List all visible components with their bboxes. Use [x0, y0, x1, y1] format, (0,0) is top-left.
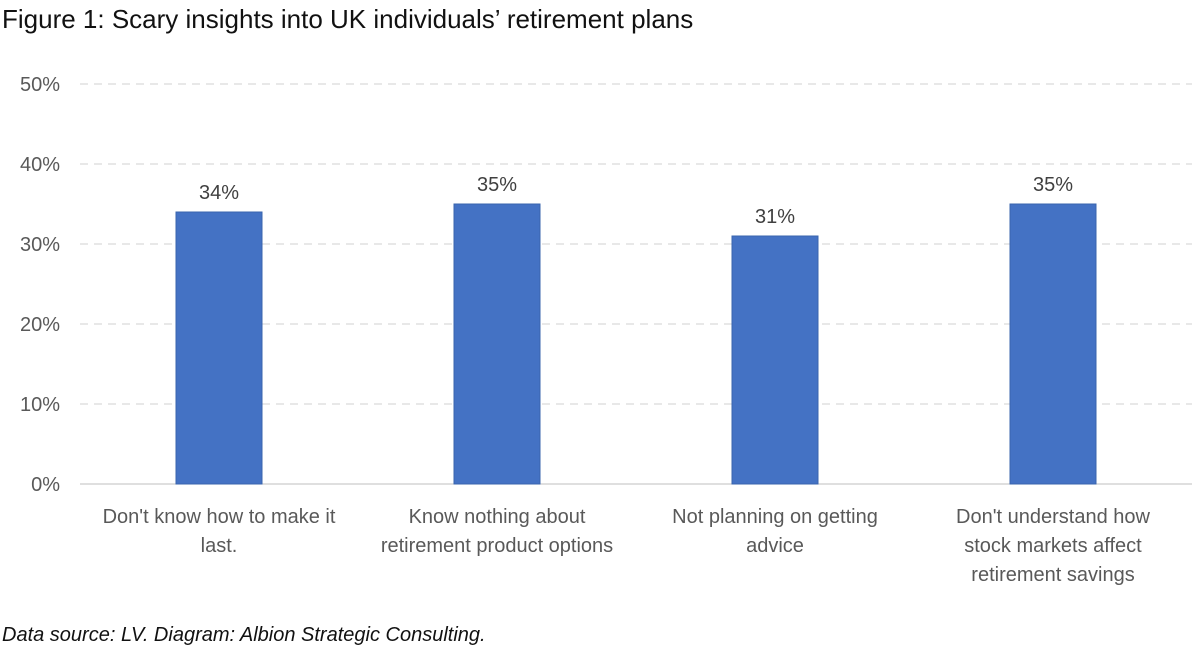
y-tick-label: 40%: [20, 154, 60, 176]
chart-title: Figure 1: Scary insights into UK individ…: [2, 4, 694, 34]
category-label: Not planning on getting advice: [672, 506, 878, 557]
y-axis-tick-labels: 0% 10% 20% 30% 40% 50%: [20, 74, 60, 496]
bars: [175, 203, 1097, 485]
category-label-line: Don't understand how: [956, 506, 1151, 528]
category-labels: Don't know how to make it last. Know nothi…: [103, 506, 1151, 586]
category-label-line: stock markets affect: [964, 535, 1142, 557]
bar: [731, 235, 819, 485]
data-labels: 34% 35% 31% 35%: [199, 174, 1073, 228]
gridlines: [80, 83, 1192, 485]
category-label-line: Know nothing about: [409, 506, 586, 528]
data-source-note: Data source: LV. Diagram: Albion Strateg…: [2, 624, 486, 646]
category-label-line: advice: [746, 535, 804, 557]
category-label: Don't understand how stock markets affect…: [956, 506, 1151, 586]
category-label: Don't know how to make it last.: [103, 506, 336, 557]
category-label-line: retirement savings: [971, 564, 1134, 586]
data-label: 35%: [1033, 174, 1073, 196]
category-label-line: Don't know how to make it: [103, 506, 336, 528]
y-tick-label: 20%: [20, 314, 60, 336]
category-label-line: retirement product options: [381, 535, 613, 557]
category-label-line: last.: [201, 535, 238, 557]
data-label: 34%: [199, 182, 239, 204]
category-label-line: Not planning on getting: [672, 506, 878, 528]
bar-chart: 0% 10% 20% 30% 40% 50% 34% 35% 31% 35% Don't kno…: [20, 74, 1192, 586]
bar: [453, 203, 541, 485]
bar: [1009, 203, 1097, 485]
bar: [175, 211, 263, 485]
y-tick-label: 10%: [20, 394, 60, 416]
y-tick-label: 0%: [31, 474, 60, 496]
y-tick-label: 30%: [20, 234, 60, 256]
y-tick-label: 50%: [20, 74, 60, 96]
data-label: 31%: [755, 206, 795, 228]
data-label: 35%: [477, 174, 517, 196]
category-label: Know nothing about retirement product opt…: [381, 506, 613, 557]
